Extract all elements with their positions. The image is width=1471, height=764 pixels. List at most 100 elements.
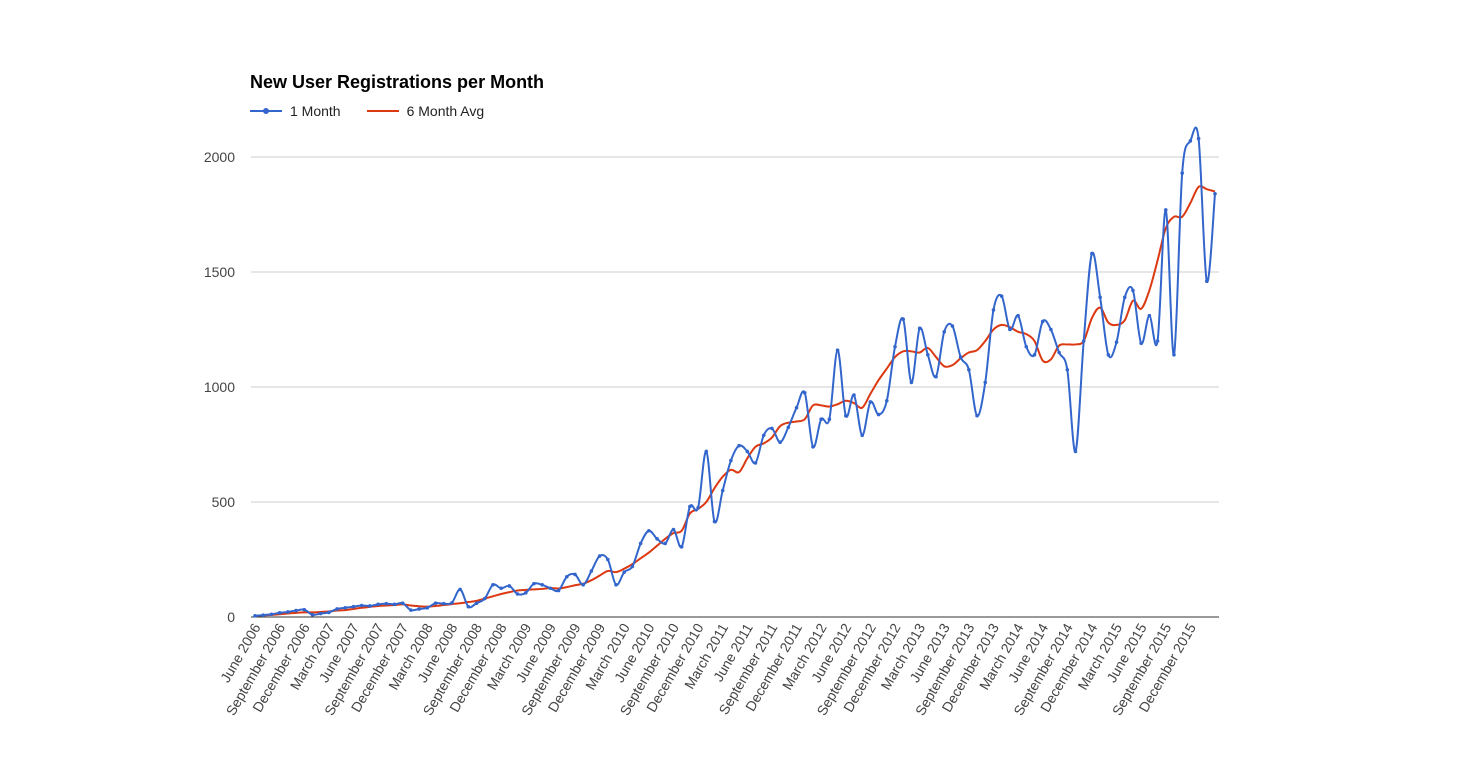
data-point-1-month bbox=[852, 393, 856, 397]
data-point-1-month bbox=[1008, 327, 1012, 332]
data-point-1-month bbox=[1163, 208, 1168, 212]
data-point-1-month bbox=[802, 390, 807, 395]
data-point-1-month bbox=[770, 426, 774, 431]
data-point-1-month bbox=[1139, 341, 1143, 346]
data-point-1-month bbox=[261, 613, 266, 617]
data-point-1-month bbox=[302, 607, 307, 612]
y-tick-label: 500 bbox=[212, 494, 236, 510]
data-point-1-month bbox=[343, 606, 348, 610]
legend-label-6-month-avg: 6 Month Avg bbox=[406, 103, 485, 119]
legend: 1 Month 6 Month Avg bbox=[250, 103, 510, 119]
y-tick-label: 2000 bbox=[204, 149, 235, 165]
data-point-1-month bbox=[466, 604, 471, 609]
data-point-1-month bbox=[400, 601, 405, 605]
data-point-1-month bbox=[679, 545, 684, 549]
data-point-1-month bbox=[819, 417, 823, 422]
data-point-1-month bbox=[491, 583, 495, 587]
data-point-1-month bbox=[384, 601, 389, 606]
data-point-1-month bbox=[835, 348, 840, 353]
data-point-1-month bbox=[663, 541, 668, 546]
data-point-1-month bbox=[622, 570, 627, 574]
data-point-1-month bbox=[1172, 353, 1176, 357]
data-point-1-month bbox=[614, 583, 618, 587]
data-point-1-month bbox=[1024, 344, 1029, 349]
data-point-1-month bbox=[1057, 350, 1061, 355]
data-point-1-month bbox=[967, 367, 971, 372]
series-line-1-month bbox=[254, 126, 1216, 617]
data-point-1-month bbox=[811, 445, 815, 449]
data-point-1-month bbox=[253, 614, 257, 618]
data-point-1-month bbox=[926, 353, 930, 357]
data-point-1-month bbox=[1106, 353, 1111, 357]
data-point-1-month bbox=[909, 380, 914, 385]
data-point-1-month bbox=[351, 604, 356, 609]
data-point-1-month bbox=[696, 505, 700, 510]
data-point-1-month bbox=[548, 586, 553, 591]
data-point-1-month bbox=[277, 611, 282, 615]
data-point-1-month bbox=[975, 413, 979, 418]
data-point-1-month bbox=[778, 440, 782, 445]
data-point-1-month bbox=[335, 607, 339, 611]
data-point-1-month bbox=[1090, 251, 1094, 256]
data-point-1-month bbox=[523, 591, 528, 595]
data-point-1-month bbox=[950, 324, 955, 328]
data-point-1-month bbox=[499, 586, 503, 591]
data-point-1-month bbox=[729, 458, 733, 463]
data-point-1-month bbox=[482, 596, 487, 601]
data-point-1-month bbox=[745, 449, 750, 454]
data-point-1-month bbox=[868, 400, 873, 404]
data-point-1-month bbox=[753, 461, 758, 465]
chart-title: New User Registrations per Month bbox=[250, 72, 545, 92]
data-point-1-month bbox=[671, 527, 676, 532]
data-point-1-month bbox=[392, 602, 397, 607]
data-point-1-month bbox=[1155, 339, 1160, 343]
data-point-1-month bbox=[942, 330, 947, 334]
data-point-1-month bbox=[1114, 340, 1119, 344]
data-point-1-month bbox=[688, 504, 692, 509]
data-point-1-month bbox=[1196, 136, 1201, 141]
data-point-1-month bbox=[294, 608, 298, 613]
data-point-1-month bbox=[573, 572, 577, 577]
legend-swatch-1-month bbox=[250, 106, 282, 116]
data-point-1-month bbox=[884, 399, 889, 403]
data-point-1-month bbox=[441, 601, 446, 606]
data-point-1-month bbox=[934, 374, 938, 379]
y-tick-label: 1000 bbox=[204, 379, 235, 395]
data-point-1-month bbox=[318, 611, 323, 616]
data-point-1-month bbox=[1032, 353, 1037, 357]
data-point-1-month bbox=[1065, 367, 1070, 372]
data-point-1-month bbox=[737, 443, 741, 448]
data-point-1-month bbox=[1016, 313, 1020, 318]
data-point-1-month bbox=[376, 602, 380, 607]
data-point-1-month bbox=[310, 612, 315, 617]
data-point-1-month bbox=[269, 612, 274, 617]
data-point-1-month bbox=[901, 317, 906, 321]
data-point-1-month bbox=[983, 380, 988, 385]
data-point-1-month bbox=[1204, 279, 1209, 284]
legend-label-1-month: 1 Month bbox=[290, 103, 341, 119]
data-point-1-month bbox=[597, 554, 602, 558]
data-point-1-month bbox=[630, 564, 635, 569]
data-point-1-month bbox=[589, 569, 594, 573]
data-point-1-month bbox=[999, 294, 1004, 298]
data-point-1-month bbox=[606, 557, 610, 562]
data-point-1-month bbox=[794, 405, 799, 410]
data-point-1-month bbox=[876, 412, 881, 417]
legend-item-1-month[interactable]: 1 Month bbox=[250, 103, 341, 119]
data-point-1-month bbox=[581, 583, 586, 587]
data-point-1-month bbox=[450, 600, 454, 605]
legend-item-6-month-avg[interactable]: 6 Month Avg bbox=[366, 103, 485, 119]
data-point-1-month bbox=[1180, 171, 1184, 175]
data-point-1-month bbox=[958, 355, 963, 359]
data-point-1-month bbox=[286, 610, 290, 614]
data-point-1-month bbox=[1098, 295, 1102, 300]
data-point-1-month bbox=[515, 592, 520, 596]
data-point-1-month bbox=[704, 449, 709, 454]
data-point-1-month bbox=[827, 417, 832, 422]
data-point-1-month bbox=[655, 537, 659, 541]
data-point-1-month bbox=[712, 519, 717, 524]
data-point-1-month bbox=[458, 587, 462, 592]
data-point-1-month bbox=[1049, 327, 1053, 332]
